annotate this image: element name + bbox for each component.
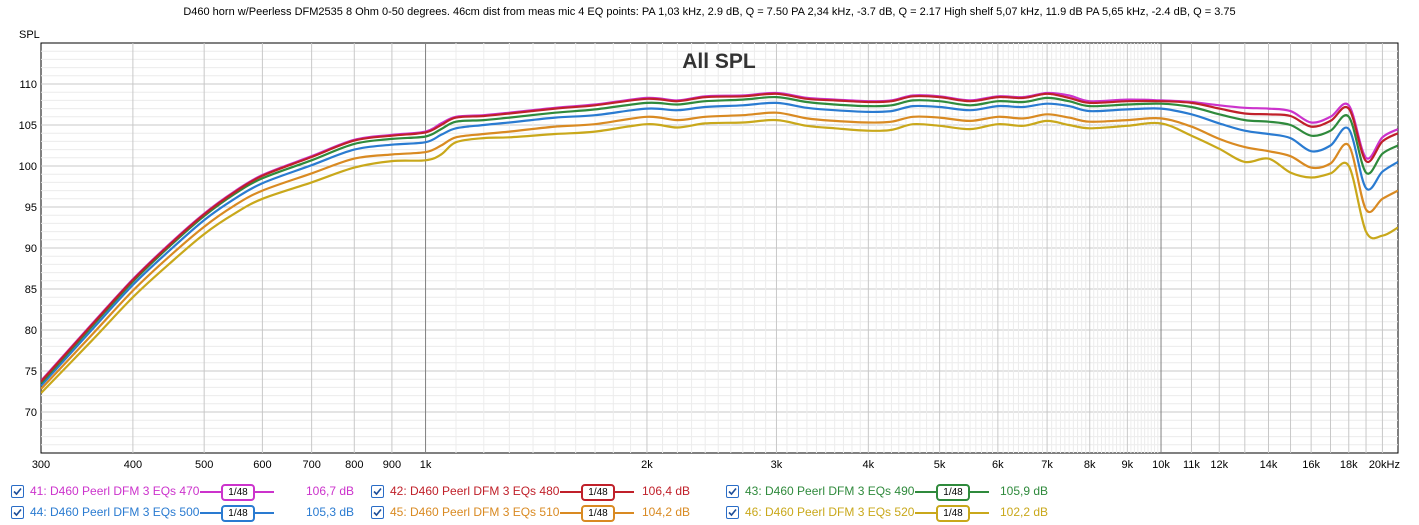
x-tick-label: 500 xyxy=(195,459,213,471)
y-tick-label: 80 xyxy=(25,325,37,337)
legend-item[interactable]: 43: D460 Peerl DFM 3 EQs 490 1/48 xyxy=(723,482,1083,502)
grid-lines xyxy=(41,43,1398,453)
y-tick-label: 100 xyxy=(19,161,37,173)
legend: 41: D460 Peerl DFM 3 EQs 470 1/48 106,7 dB… xyxy=(8,482,1108,522)
y-tick-label: 95 xyxy=(25,202,37,214)
legend-label: 41: D460 Peerl DFM 3 EQs 470 xyxy=(30,484,200,498)
legend-item[interactable]: 45: D460 Peerl DFM 3 EQs 510 1/48 xyxy=(368,503,728,523)
series-line-4[interactable] xyxy=(41,101,1398,387)
x-tick-label: 2k xyxy=(641,459,653,471)
legend-label: 46: D460 Peerl DFM 3 EQs 520 xyxy=(745,505,915,519)
x-tick-label: 800 xyxy=(345,459,363,471)
smoothing-label: 1/48 xyxy=(936,484,970,501)
x-tick-label: 7k xyxy=(1041,459,1053,471)
x-tick-label: 900 xyxy=(383,459,401,471)
smoothing-label: 1/48 xyxy=(581,484,615,501)
x-tick-label: 9k xyxy=(1122,459,1134,471)
y-tick-labels: 70 75 80 85 90 95 100 105 110 xyxy=(19,79,37,419)
legend-value: 105,3 dB xyxy=(306,505,355,519)
x-tick-label: 300 xyxy=(32,459,50,471)
y-tick-label: 110 xyxy=(19,79,37,91)
y-tick-label: 75 xyxy=(25,366,37,378)
x-tick-label: 700 xyxy=(302,459,320,471)
x-tick-label: 1k xyxy=(420,459,432,471)
y-tick-label: 90 xyxy=(25,243,37,255)
y-axis-label: SPL xyxy=(19,29,40,41)
x-tick-label: 12k xyxy=(1210,459,1228,471)
series-line-3[interactable] xyxy=(41,95,1398,385)
x-tick-label: 5k xyxy=(934,459,946,471)
x-tick-label: 3k xyxy=(771,459,783,471)
y-tick-label: 85 xyxy=(25,284,37,296)
legend-item[interactable]: 41: D460 Peerl DFM 3 EQs 470 1/48 xyxy=(8,482,368,502)
legend-value: 105,9 dB xyxy=(1000,484,1049,498)
chart-title: All SPL xyxy=(682,50,756,73)
series-line-6[interactable] xyxy=(41,118,1398,394)
legend-item[interactable]: 42: D460 Peerl DFM 3 EQs 480 1/48 xyxy=(368,482,728,502)
x-tick-label: 20kHz xyxy=(1369,459,1400,471)
smoothing-label: 1/48 xyxy=(936,505,970,522)
smoothing-button[interactable]: 1/48 xyxy=(200,482,274,502)
x-tick-label: 600 xyxy=(253,459,271,471)
x-tick-label: 400 xyxy=(124,459,142,471)
series-lines xyxy=(41,91,1398,394)
smoothing-button[interactable]: 1/48 xyxy=(915,482,989,502)
series-line-2[interactable] xyxy=(41,92,1398,383)
x-tick-label: 11k xyxy=(1183,459,1200,471)
x-tick-label: 4k xyxy=(863,459,875,471)
smoothing-label: 1/48 xyxy=(221,505,255,522)
smoothing-button[interactable]: 1/48 xyxy=(560,482,634,502)
checkbox-checked-icon[interactable] xyxy=(726,506,739,519)
legend-label: 43: D460 Peerl DFM 3 EQs 490 xyxy=(745,484,915,498)
x-tick-label: 8k xyxy=(1084,459,1096,471)
x-tick-labels: 300 400 500 600 700 800 900 1k 2k 3k 4k 5k 6k 7k 8k 9k 1… xyxy=(32,459,1400,471)
measurement-notes: D460 horn w/Peerless DFM2535 8 Ohm 0-50 … xyxy=(183,6,1236,18)
checkbox-checked-icon[interactable] xyxy=(726,485,739,498)
checkbox-checked-icon[interactable] xyxy=(371,485,384,498)
legend-item[interactable]: 44: D460 Peerl DFM 3 EQs 500 1/48 xyxy=(8,503,368,523)
smoothing-label: 1/48 xyxy=(581,505,615,522)
x-tick-label: 6k xyxy=(992,459,1004,471)
checkbox-checked-icon[interactable] xyxy=(371,506,384,519)
legend-value: 106,7 dB xyxy=(306,484,355,498)
legend-item[interactable]: 46: D460 Peerl DFM 3 EQs 520 1/48 xyxy=(723,503,1083,523)
x-tick-label: 16k xyxy=(1302,459,1320,471)
x-tick-label: 18k xyxy=(1340,459,1358,471)
smoothing-label: 1/48 xyxy=(221,484,255,501)
spl-chart[interactable]: 300 400 500 600 700 800 900 1k 2k 3k 4k 5k 6k 7k 8k 9k 1… xyxy=(0,0,1419,480)
legend-label: 42: D460 Peerl DFM 3 EQs 480 xyxy=(390,484,560,498)
legend-label: 45: D460 Peerl DFM 3 EQs 510 xyxy=(390,505,560,519)
y-tick-label: 105 xyxy=(19,120,37,132)
legend-value: 106,4 dB xyxy=(642,484,691,498)
legend-value: 104,2 dB xyxy=(642,505,691,519)
checkbox-checked-icon[interactable] xyxy=(11,485,24,498)
legend-label: 44: D460 Peerl DFM 3 EQs 500 xyxy=(30,505,200,519)
smoothing-button[interactable]: 1/48 xyxy=(200,503,274,523)
checkbox-checked-icon[interactable] xyxy=(11,506,24,519)
smoothing-button[interactable]: 1/48 xyxy=(915,503,989,523)
y-tick-label: 70 xyxy=(25,407,37,419)
x-tick-label: 14k xyxy=(1260,459,1278,471)
smoothing-button[interactable]: 1/48 xyxy=(560,503,634,523)
x-tick-label: 10k xyxy=(1152,459,1170,471)
legend-value: 102,2 dB xyxy=(1000,505,1049,519)
series-line-5[interactable] xyxy=(41,111,1398,390)
